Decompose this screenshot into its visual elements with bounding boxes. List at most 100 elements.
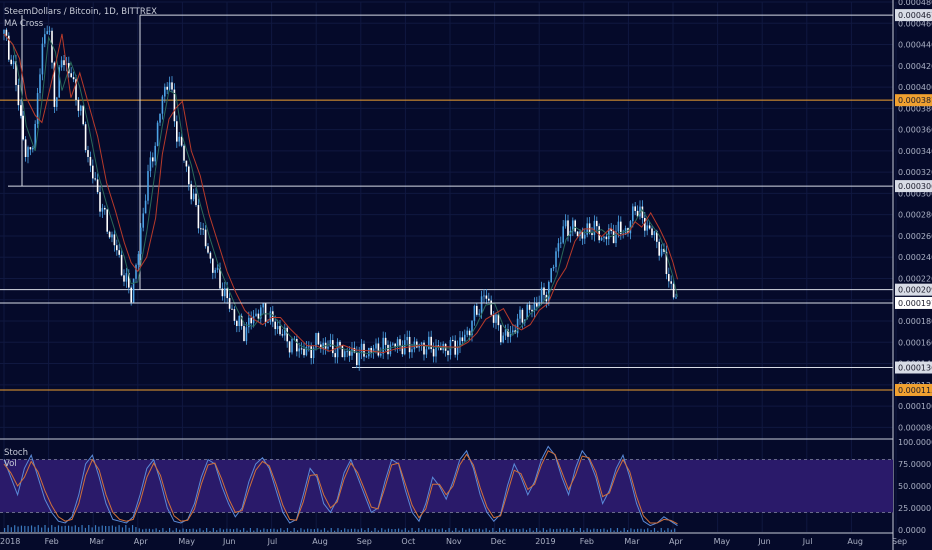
candle-body — [140, 227, 142, 255]
volume-bar — [653, 528, 656, 532]
candle-body — [334, 353, 336, 358]
candle-body — [130, 287, 132, 303]
candle-body — [384, 337, 387, 345]
candle-body — [341, 345, 344, 358]
candle-body — [608, 228, 610, 240]
candle-body — [154, 145, 156, 162]
candle-body — [377, 343, 380, 356]
time-tick-label: Aug — [312, 537, 328, 546]
volume-bar — [441, 528, 443, 532]
stoch-band — [0, 459, 893, 513]
volume-bar — [640, 528, 642, 532]
ma-fast-line — [3, 33, 678, 355]
candle-body — [36, 93, 39, 124]
candle-body — [332, 340, 334, 354]
candle-body — [204, 229, 207, 247]
candle-body — [303, 348, 305, 356]
level-tags: 0.00046768 0.00038768 0.00030688 0.00020950… — [0, 9, 932, 396]
candle-body — [58, 67, 60, 98]
volume-bar — [569, 530, 571, 532]
candle-body — [34, 123, 36, 148]
volume-bar — [525, 529, 528, 532]
volume-bar — [199, 528, 201, 532]
level-tag-label: 0.00011515 — [898, 386, 932, 395]
volume-bar — [148, 528, 150, 532]
volume-bar — [347, 529, 349, 532]
volume-bar — [4, 528, 6, 532]
candle-body — [646, 225, 648, 231]
volume-bar — [596, 528, 598, 532]
candle-body — [598, 226, 600, 241]
volume-bar — [155, 528, 157, 532]
horizontal-levels — [0, 14, 893, 391]
volume-bar — [404, 528, 406, 532]
volume-bar — [142, 529, 144, 532]
candle-body — [528, 304, 531, 310]
candle-body — [449, 339, 452, 356]
candle-body — [452, 339, 454, 341]
volume-bar — [472, 529, 474, 532]
candle-body — [149, 157, 152, 172]
candle-body — [543, 287, 545, 295]
candle-body — [231, 308, 233, 310]
candle-body — [466, 330, 468, 335]
volume-bar — [367, 528, 369, 532]
volume-bar — [357, 529, 359, 532]
candle-body — [456, 346, 459, 355]
volume-bar — [98, 526, 100, 532]
candle-body — [3, 29, 5, 34]
stoch-tick-label: 0.0000 — [898, 526, 926, 535]
volume-bar — [600, 529, 602, 532]
candle-body — [111, 234, 113, 238]
candle-body — [75, 79, 77, 100]
candle-body — [17, 84, 20, 106]
volume-bar — [498, 528, 501, 532]
volume-bar — [435, 528, 437, 532]
candle-body — [526, 304, 528, 320]
candle-body — [87, 150, 89, 157]
volume-bar — [135, 527, 137, 532]
volume-bar — [290, 530, 292, 532]
time-tick-label: Jun — [222, 537, 236, 546]
candle-body — [394, 343, 396, 347]
volume-bar — [206, 528, 208, 532]
candle-body — [156, 122, 159, 146]
volume-bar — [276, 529, 278, 532]
candle-body — [315, 333, 317, 348]
volume-bar — [650, 530, 652, 532]
candle-body — [185, 160, 188, 167]
price-tick-label: 0.00008000 — [898, 423, 932, 432]
candle-body — [444, 343, 447, 351]
candle-body — [10, 59, 12, 65]
candle-body — [459, 337, 461, 347]
candle-body — [660, 248, 663, 256]
candle-body — [212, 258, 214, 273]
volume-bar — [78, 527, 80, 532]
volume-bar — [202, 530, 204, 532]
candle-body — [387, 344, 389, 355]
candle-body — [135, 264, 137, 279]
volume-bar — [17, 526, 19, 532]
candle-body — [596, 220, 598, 227]
volume-bar — [384, 529, 386, 532]
volume-bar — [610, 528, 612, 532]
time-tick-label: 2018 — [0, 537, 20, 546]
candle-body — [118, 250, 120, 255]
volume-bar — [519, 529, 521, 532]
candle-body — [168, 82, 171, 90]
volume-bar — [239, 529, 241, 532]
candle-body — [77, 99, 80, 111]
candle-body — [216, 267, 219, 270]
last-price-label: 0.00019700 — [898, 299, 932, 308]
candle-body — [250, 317, 252, 324]
candle-body — [636, 210, 639, 217]
volume-bar — [394, 529, 396, 532]
volume-bar — [576, 530, 578, 532]
candle-body — [166, 86, 168, 90]
volume-bar — [360, 528, 363, 532]
volume-bar — [64, 525, 66, 532]
candle-body — [123, 275, 125, 282]
candle-body — [12, 61, 15, 65]
volume-bar — [411, 528, 413, 532]
